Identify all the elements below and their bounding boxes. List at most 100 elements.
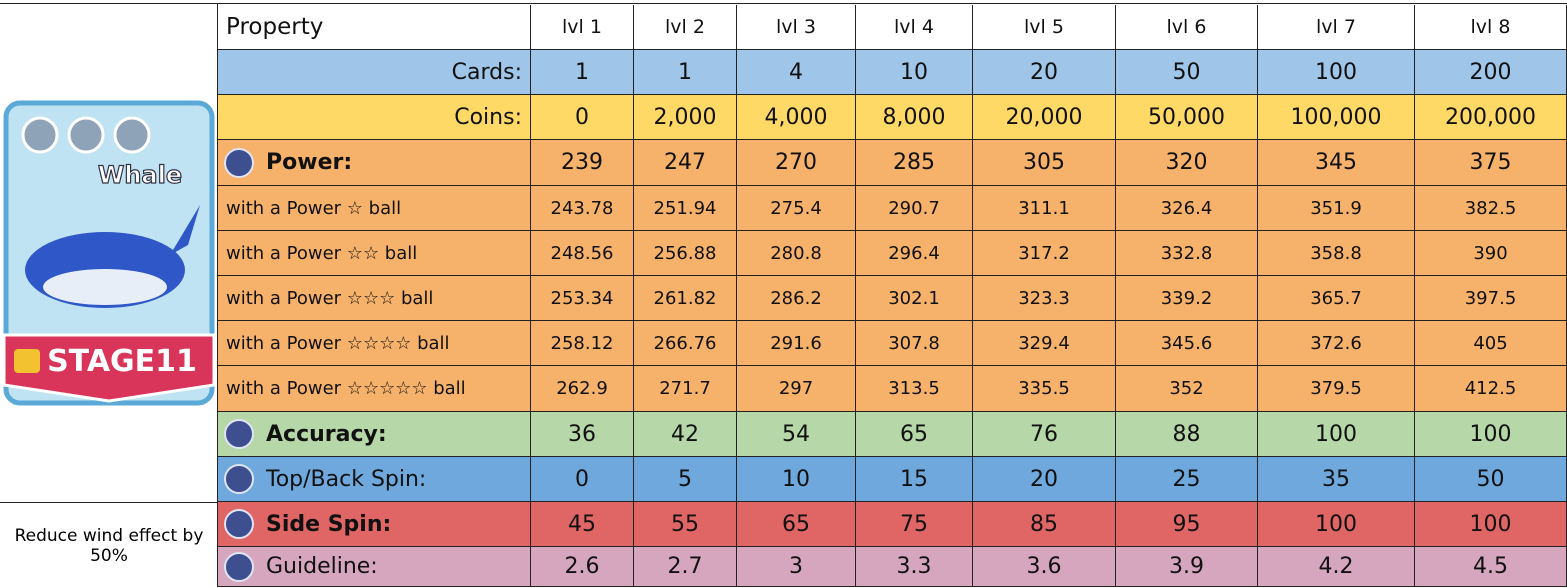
label: with a Power ☆☆ ball (226, 242, 418, 264)
value-cell: 253.34 (531, 276, 634, 321)
value-cell: 239 (531, 140, 634, 186)
header-text: lvl 2 (665, 16, 705, 38)
label-cell: Power: (218, 140, 531, 186)
value-cell: 243.78 (531, 186, 634, 231)
value-cell: 258.12 (531, 321, 634, 366)
value: 302.1 (888, 287, 940, 309)
value: 412.5 (1464, 378, 1517, 399)
label: Guideline: (266, 554, 378, 579)
value: 270 (775, 150, 817, 175)
header-cell: lvl 5 (973, 5, 1116, 50)
value: 10 (782, 466, 810, 492)
value: 42 (671, 421, 699, 447)
value: 0 (575, 466, 589, 492)
value-cell: 270 (737, 140, 856, 186)
value: 261.82 (653, 287, 717, 309)
value-cell: 2.7 (634, 547, 737, 587)
label-cell: with a Power ☆ ball (218, 186, 531, 231)
label: Accuracy: (266, 421, 387, 447)
value-cell: 45 (531, 502, 634, 547)
value: 339.2 (1160, 287, 1213, 309)
card-icon (21, 116, 59, 154)
value: 95 (1172, 511, 1201, 537)
stat-icon (224, 464, 254, 494)
value: 285 (893, 150, 935, 175)
value-cell: 0 (531, 95, 634, 140)
value-cell: 100 (1258, 50, 1415, 95)
value: 297 (778, 378, 814, 399)
value: 55 (671, 511, 699, 537)
value-cell: 8,000 (856, 95, 973, 140)
value: 50 (1476, 466, 1505, 492)
value: 251.94 (653, 197, 717, 219)
value-cell: 4.5 (1415, 547, 1567, 587)
label: with a Power ☆☆☆ ball (226, 287, 434, 309)
value: 243.78 (550, 197, 614, 219)
value-cell: 302.1 (856, 276, 973, 321)
value-cell: 291.6 (737, 321, 856, 366)
value: 3.3 (896, 554, 932, 579)
stat-icon (224, 509, 254, 539)
value-cell: 1 (634, 50, 737, 95)
header-text: Property (226, 14, 324, 40)
label-cell: with a Power ☆☆☆☆☆ ball (218, 366, 531, 412)
label: Power: (266, 150, 353, 175)
value: 65 (782, 511, 810, 537)
value-cell: 271.7 (634, 366, 737, 412)
header-text: lvl 1 (562, 16, 602, 38)
value: 405 (1473, 332, 1508, 354)
label: Cards: (451, 59, 522, 85)
value: 100 (1469, 511, 1512, 537)
value: 280.8 (770, 242, 822, 264)
header-cell: lvl 8 (1415, 5, 1567, 50)
value: 3.6 (1026, 554, 1062, 579)
value: 10 (900, 59, 928, 85)
value: 311.1 (1018, 197, 1070, 219)
value-cell: 345 (1258, 140, 1415, 186)
value: 326.4 (1160, 197, 1213, 219)
value-cell: 305 (973, 140, 1116, 186)
value: 100 (1469, 421, 1512, 447)
value-cell: 4.2 (1258, 547, 1415, 587)
label-cell: Cards: (218, 50, 531, 95)
value-cell: 365.7 (1258, 276, 1415, 321)
value: 2.6 (564, 554, 600, 579)
header-cell: lvl 4 (856, 5, 973, 50)
value: 329.4 (1018, 332, 1070, 354)
value-cell: 266.76 (634, 321, 737, 366)
value: 100 (1315, 421, 1357, 447)
value-cell: 20 (973, 457, 1116, 502)
value-cell: 372.6 (1258, 321, 1415, 366)
value-cell: 55 (634, 502, 737, 547)
value-cell: 311.1 (973, 186, 1116, 231)
value-cell: 100 (1415, 502, 1567, 547)
header-text: lvl 6 (1166, 16, 1207, 38)
value: 15 (900, 466, 928, 492)
value-cell: 100 (1258, 412, 1415, 457)
label-cell: Side Spin: (218, 502, 531, 547)
value: 3.9 (1169, 554, 1204, 579)
value-cell: 25 (1116, 457, 1258, 502)
value: 372.6 (1310, 332, 1362, 354)
value-cell: 3 (737, 547, 856, 587)
value: 320 (1165, 150, 1208, 175)
value: 4 (789, 59, 803, 85)
label: Side Spin: (266, 511, 392, 537)
value-cell: 286.2 (737, 276, 856, 321)
value-cell: 405 (1415, 321, 1567, 366)
card-name: Whale (98, 161, 182, 189)
value-cell: 351.9 (1258, 186, 1415, 231)
value-cell: 100,000 (1258, 95, 1415, 140)
header-text: lvl 7 (1316, 16, 1356, 38)
header-text: lvl 3 (776, 16, 816, 38)
value: 290.7 (888, 197, 940, 219)
value: 8,000 (882, 104, 946, 130)
value: 375 (1469, 150, 1512, 175)
value: 2.7 (667, 554, 703, 579)
value-cell: 339.2 (1116, 276, 1258, 321)
value: 0 (575, 104, 589, 130)
label: with a Power ☆☆☆☆ ball (226, 332, 450, 354)
value-cell: 65 (856, 412, 973, 457)
value: 379.5 (1310, 378, 1362, 399)
value-cell: 397.5 (1415, 276, 1567, 321)
